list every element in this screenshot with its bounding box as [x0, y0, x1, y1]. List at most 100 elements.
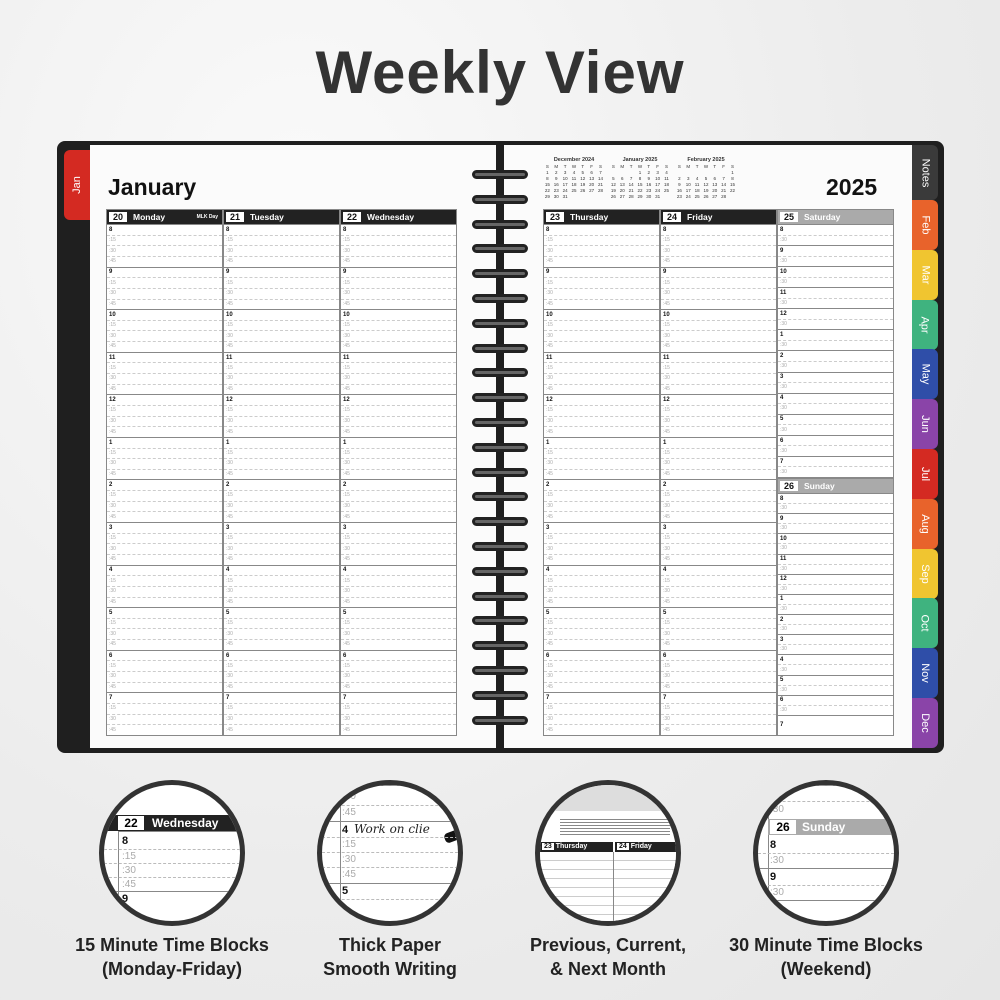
date-cell[interactable]: 21: [721, 188, 727, 193]
date-cell[interactable]: 31: [655, 194, 661, 199]
date-cell[interactable]: 13: [619, 182, 625, 187]
date-cell[interactable]: 18: [571, 182, 577, 187]
hour-block[interactable]: 8:15:30:45: [341, 224, 456, 267]
date-cell[interactable]: 17: [685, 188, 691, 193]
date-cell[interactable]: 15: [637, 182, 643, 187]
date-cell[interactable]: 6: [621, 176, 624, 181]
date-cell[interactable]: 20: [712, 188, 718, 193]
date-cell[interactable]: 7: [722, 176, 725, 181]
hour-block[interactable]: 7:15:30:45: [544, 692, 659, 735]
hour-block[interactable]: 10:15:30:45: [544, 309, 659, 352]
hour-block[interactable]: 1:30: [778, 593, 893, 614]
hour-block[interactable]: 2:30: [778, 614, 893, 634]
date-cell[interactable]: 19: [580, 182, 586, 187]
tab-may[interactable]: May: [912, 349, 938, 400]
date-cell[interactable]: 28: [598, 188, 604, 193]
date-cell[interactable]: 17: [655, 182, 661, 187]
hour-block[interactable]: 12:30: [778, 308, 893, 329]
hour-block[interactable]: 3:15:30:45: [661, 522, 776, 565]
date-cell[interactable]: 22: [730, 188, 736, 193]
date-cell[interactable]: 10: [562, 176, 568, 181]
date-cell[interactable]: [587, 194, 596, 200]
date-cell[interactable]: 14: [628, 182, 634, 187]
date-cell[interactable]: 6: [713, 176, 717, 181]
date-cell[interactable]: 21: [628, 188, 634, 193]
date-cell[interactable]: 7: [629, 176, 633, 181]
hour-block[interactable]: 5:15:30:45: [544, 607, 659, 650]
hour-block[interactable]: 2:15:30:45: [107, 479, 222, 522]
date-cell[interactable]: 29: [637, 194, 643, 199]
hour-block[interactable]: 11:15:30:45: [661, 351, 776, 395]
date-cell[interactable]: 27: [712, 194, 718, 199]
hour-block[interactable]: 3:15:30:45: [107, 522, 222, 565]
date-cell[interactable]: 19: [610, 188, 616, 193]
hour-block[interactable]: 4:30: [778, 654, 893, 674]
date-cell[interactable]: 13: [589, 176, 595, 181]
hour-block[interactable]: 5:15:30:45: [107, 607, 222, 650]
hour-block[interactable]: 9:15:30:45: [341, 266, 456, 310]
date-cell[interactable]: 2: [555, 170, 558, 175]
date-cell[interactable]: 16: [553, 182, 559, 187]
hour-block[interactable]: 4:15:30:45: [544, 564, 659, 608]
hour-block[interactable]: 7:30: [778, 455, 893, 477]
date-cell[interactable]: 11: [571, 176, 577, 181]
hour-block[interactable]: 12:15:30:45: [341, 394, 456, 437]
hour-block[interactable]: 6:30: [778, 434, 893, 456]
date-cell[interactable]: 28: [721, 194, 727, 199]
hour-block[interactable]: 11:15:30:45: [341, 351, 456, 395]
date-cell[interactable]: 25: [694, 194, 700, 199]
hour-block[interactable]: 6:15:30:45: [107, 649, 222, 693]
hour-block[interactable]: 2:15:30:45: [224, 479, 339, 522]
date-cell[interactable]: 2: [678, 176, 681, 181]
hour-block[interactable]: 4:15:30:45: [661, 564, 776, 608]
hour-block[interactable]: 5:15:30:45: [661, 607, 776, 650]
hour-block[interactable]: 9:30: [778, 513, 893, 533]
date-cell[interactable]: 4: [695, 176, 699, 181]
hour-block[interactable]: 4:15:30:45: [107, 564, 222, 608]
hour-block[interactable]: 12:15:30:45: [107, 394, 222, 437]
tab-jul[interactable]: Jul: [912, 449, 938, 499]
hour-block[interactable]: 11:15:30:45: [224, 351, 339, 395]
date-cell[interactable]: 4: [665, 170, 668, 175]
hour-block[interactable]: 11:30: [778, 287, 893, 308]
date-cell[interactable]: 12: [610, 182, 616, 187]
date-cell[interactable]: 18: [664, 182, 670, 187]
hour-block[interactable]: 8:30: [778, 224, 893, 245]
tab-aug[interactable]: Aug: [912, 498, 938, 549]
hour-block[interactable]: 10:15:30:45: [224, 309, 339, 352]
tab-notes[interactable]: Notes: [912, 145, 938, 200]
hour-block[interactable]: 7: [778, 714, 893, 735]
hour-block[interactable]: 10:15:30:45: [107, 309, 222, 352]
hour-block[interactable]: 6:15:30:45: [544, 649, 659, 693]
tab-dec[interactable]: Dec: [912, 698, 938, 748]
date-cell[interactable]: 15: [544, 182, 550, 187]
hour-block[interactable]: 12:15:30:45: [224, 394, 339, 437]
date-cell[interactable]: 3: [563, 170, 567, 175]
hour-block[interactable]: 4:15:30:45: [341, 564, 456, 608]
hour-block[interactable]: 2:15:30:45: [544, 479, 659, 522]
date-cell[interactable]: 31: [562, 194, 568, 199]
hour-block[interactable]: 11:15:30:45: [544, 351, 659, 395]
hour-block[interactable]: 12:30: [778, 573, 893, 594]
hour-block[interactable]: 5:15:30:45: [224, 607, 339, 650]
date-cell[interactable]: 1: [546, 170, 549, 175]
date-cell[interactable]: 25: [664, 188, 670, 193]
date-cell[interactable]: 12: [580, 176, 586, 181]
tab-oct[interactable]: Oct: [912, 598, 938, 649]
hour-block[interactable]: 4:30: [778, 392, 893, 414]
hour-block[interactable]: 7:15:30:45: [107, 692, 222, 735]
date-cell[interactable]: 11: [694, 182, 700, 187]
date-cell[interactable]: 5: [704, 176, 708, 181]
date-cell[interactable]: 30: [553, 194, 559, 199]
date-cell[interactable]: 26: [580, 188, 586, 193]
date-cell[interactable]: 4: [572, 170, 576, 175]
hour-block[interactable]: 8:15:30:45: [544, 224, 659, 267]
date-cell[interactable]: 9: [678, 182, 681, 187]
date-cell[interactable]: 7: [599, 170, 602, 175]
tab-feb[interactable]: Feb: [912, 200, 938, 250]
hour-block[interactable]: 9:15:30:45: [544, 266, 659, 310]
date-cell[interactable]: 25: [571, 188, 577, 193]
tab-mar[interactable]: Mar: [912, 249, 938, 300]
date-cell[interactable]: 26: [610, 194, 616, 199]
hour-block[interactable]: 10:15:30:45: [661, 309, 776, 352]
